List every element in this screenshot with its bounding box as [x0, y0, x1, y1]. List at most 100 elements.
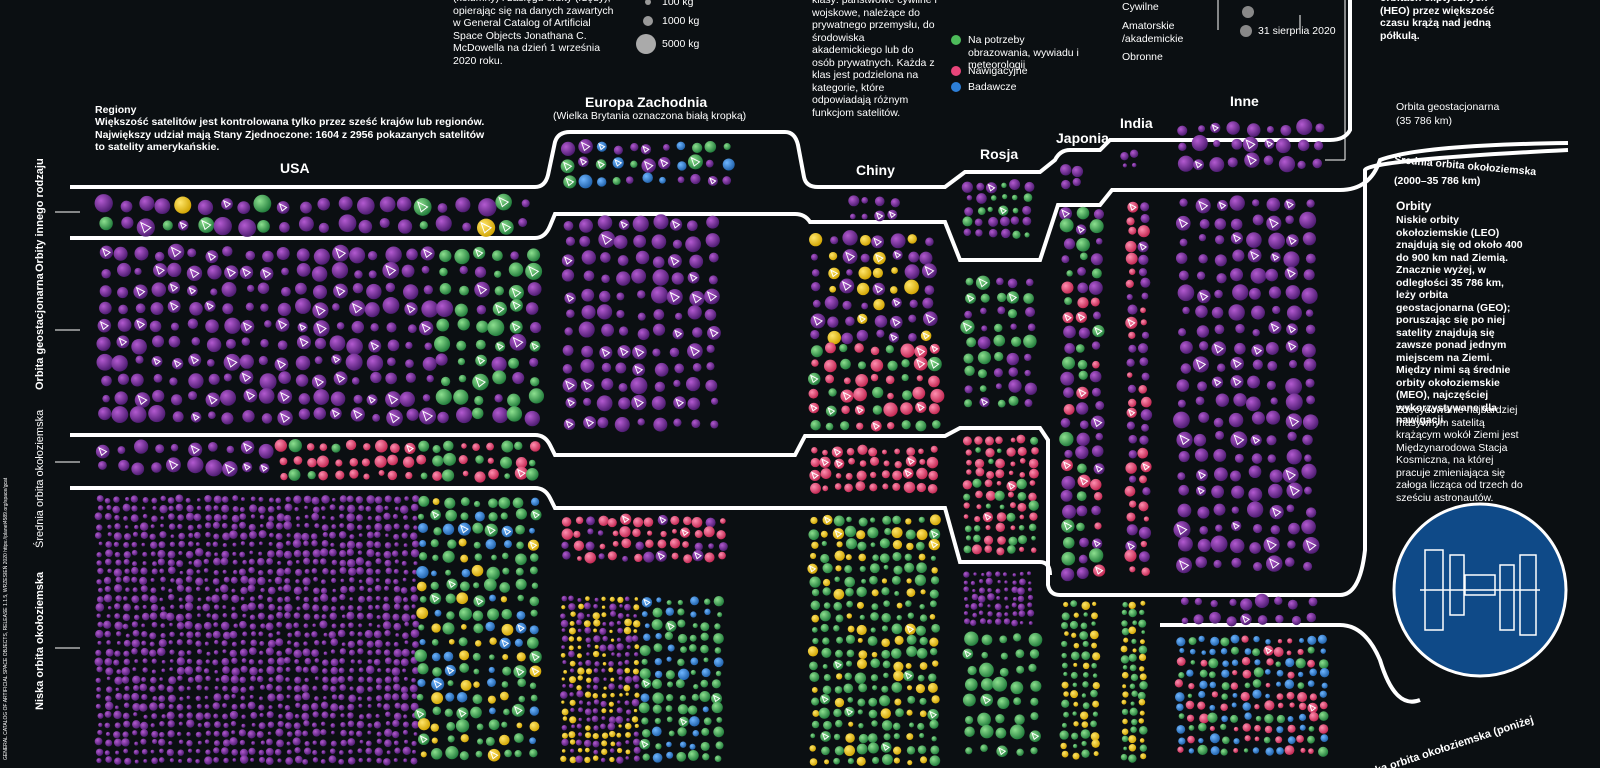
satellite [901, 373, 909, 382]
satellite [330, 516, 335, 521]
satellite [1079, 537, 1089, 548]
satellite [169, 541, 176, 548]
satellite [976, 504, 982, 510]
satellite [612, 540, 619, 547]
satellite [592, 755, 599, 761]
satellite [204, 522, 212, 529]
satellite [321, 515, 326, 520]
satellite [1231, 702, 1237, 708]
satellite [717, 612, 723, 618]
satellite [179, 632, 185, 637]
satellite [654, 717, 661, 725]
satellite [206, 337, 222, 353]
satellite [322, 668, 328, 674]
satellite [349, 247, 366, 264]
satellite [159, 611, 168, 620]
satellite [1307, 635, 1317, 645]
satellite [250, 757, 255, 762]
satellite [1129, 566, 1136, 573]
satellite [1213, 503, 1226, 516]
satellite [117, 373, 130, 385]
satellite [239, 521, 247, 529]
satellite [330, 740, 337, 747]
satellite [214, 685, 219, 690]
satellite [1014, 714, 1025, 725]
satellite [965, 715, 974, 725]
satellite [637, 290, 646, 299]
satellite [634, 597, 639, 601]
satellite [1069, 620, 1079, 630]
satellite [1308, 726, 1315, 732]
satellite [348, 567, 357, 576]
satellite [212, 578, 220, 585]
satellite [259, 712, 264, 718]
satellite [123, 720, 131, 728]
satellite [1077, 267, 1086, 276]
satellite [1072, 743, 1078, 749]
satellite [1303, 561, 1313, 572]
satellite [859, 565, 866, 572]
satellite [239, 265, 254, 280]
satellite [258, 551, 263, 556]
satellite-glyph [459, 524, 469, 534]
satellite [188, 442, 203, 457]
satellite [1275, 661, 1281, 667]
satellite [907, 695, 916, 704]
satellite [872, 386, 884, 399]
satellite [491, 356, 507, 372]
satellite [718, 551, 726, 560]
satellite [206, 651, 211, 656]
satellite [881, 587, 890, 596]
satellite [615, 362, 627, 374]
satellite [123, 541, 130, 548]
satellite [844, 745, 856, 757]
satellite [1214, 324, 1225, 335]
satellite-glyph [706, 291, 718, 302]
satellite [853, 387, 867, 402]
satellite [168, 640, 173, 645]
satellite [260, 587, 265, 593]
satellite [131, 541, 138, 548]
satellite [222, 461, 238, 477]
satellite [1198, 254, 1208, 264]
satellite [1125, 316, 1138, 329]
satellite-glyph [1268, 558, 1280, 569]
satellite [338, 196, 353, 211]
satellite [1091, 268, 1102, 279]
satellite [472, 610, 484, 622]
satellite [220, 389, 237, 406]
satellite-glyph [387, 393, 399, 405]
satellite [529, 706, 539, 716]
satellite [458, 374, 467, 383]
satellite-glyph [486, 525, 496, 535]
satellite-glyph [841, 280, 852, 291]
satellite [488, 468, 499, 480]
satellite [366, 394, 378, 406]
satellite [870, 627, 876, 633]
satellite [205, 596, 212, 602]
satellite [1024, 399, 1033, 407]
satellite [339, 605, 346, 611]
satellite [1275, 614, 1284, 624]
satellite [249, 596, 255, 602]
satellite [516, 652, 526, 662]
satellite [185, 612, 193, 620]
satellite [652, 256, 665, 269]
satellite [167, 243, 185, 261]
satellite [115, 576, 122, 583]
satellite [239, 620, 247, 629]
satellite [634, 692, 640, 698]
satellite [114, 705, 119, 710]
satellite [393, 648, 403, 658]
satellite-glyph [226, 267, 237, 278]
satellite [1297, 160, 1306, 169]
satellite [240, 440, 255, 455]
satellite [139, 703, 148, 712]
satellite [1060, 164, 1072, 176]
satellite [151, 757, 158, 765]
geo-label: (35 786 km) [1396, 115, 1453, 127]
satellite [1088, 280, 1103, 295]
satellite [434, 335, 451, 352]
satellite [529, 665, 542, 678]
